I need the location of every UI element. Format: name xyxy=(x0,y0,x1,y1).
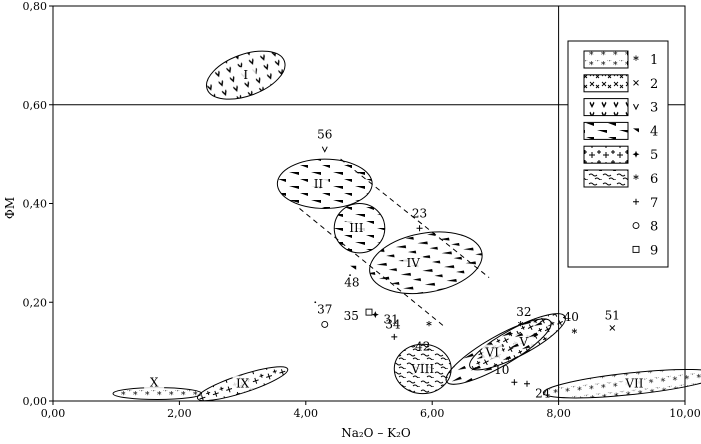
field-label: III xyxy=(349,221,363,235)
legend: * 1 2 3 4 5 * 6 7 8 9 xyxy=(567,40,669,268)
data-point xyxy=(365,308,373,316)
point-label: 31 xyxy=(383,313,398,327)
point-label: 24 xyxy=(535,387,551,401)
legend-swatch xyxy=(583,169,629,188)
field-label: I xyxy=(243,68,248,82)
data-point xyxy=(350,265,357,270)
point-label: 32 xyxy=(516,305,531,319)
field-label-bg xyxy=(412,360,433,375)
point-label: 42 xyxy=(415,340,430,354)
point-label: 10 xyxy=(494,363,509,377)
field-label: VII xyxy=(624,377,643,391)
field-label-bg xyxy=(624,375,645,390)
legend-label: 2 xyxy=(650,77,658,92)
field-VII xyxy=(542,368,701,399)
data-point xyxy=(391,333,398,340)
data-point xyxy=(349,274,351,276)
point-label: 40 xyxy=(564,310,579,324)
x-tick-label: 2,00 xyxy=(167,407,192,420)
point-label: 48 xyxy=(344,276,359,290)
y-tick-label: 0,00 xyxy=(23,395,48,408)
field-label-bg xyxy=(232,375,253,390)
field-label: IX xyxy=(236,377,250,391)
field-ellipses: IIIIIIIVVVIVIIVIIIIXX xyxy=(112,50,701,402)
legend-marker xyxy=(633,79,639,86)
field-label-bg xyxy=(308,175,329,190)
field-label-bg xyxy=(482,344,503,359)
legend-label: 9 xyxy=(650,243,658,258)
x-tick-label: 0,00 xyxy=(41,407,66,420)
point-label: 35 xyxy=(344,309,359,323)
legend-label: 6 xyxy=(650,172,658,187)
axis-labels: Na₂O – K₂O ФМ xyxy=(3,197,411,440)
field-label: VIII xyxy=(410,362,434,376)
y-tick-label: 0,80 xyxy=(23,0,48,13)
data-point xyxy=(609,325,616,331)
legend-marker xyxy=(632,245,640,253)
field-label: VI xyxy=(485,346,500,360)
data-point xyxy=(511,379,518,386)
x-tick-label: 4,00 xyxy=(294,407,319,420)
data-point xyxy=(321,321,329,328)
legend-swatch xyxy=(583,98,629,117)
field-label: II xyxy=(314,177,324,191)
legend-marker xyxy=(632,222,640,230)
field-label-bg xyxy=(235,67,256,82)
data-point xyxy=(371,311,379,319)
legend-label: 5 xyxy=(650,148,658,163)
data-point xyxy=(416,225,423,232)
legend-marker: * xyxy=(633,54,639,67)
point-label: 37 xyxy=(317,303,332,317)
x-tick-label: 6,00 xyxy=(420,407,445,420)
field-label: X xyxy=(150,376,159,390)
data-point: * xyxy=(426,319,432,332)
field-ellipse xyxy=(369,231,483,295)
point-label: 56 xyxy=(317,127,332,141)
data-point xyxy=(321,146,328,153)
x-tick-label: 10,00 xyxy=(669,407,701,420)
field-label-bg xyxy=(346,220,367,235)
field-label-bg xyxy=(403,254,424,269)
legend-marker xyxy=(633,128,639,133)
point-label: 34 xyxy=(385,317,401,331)
y-tick-label: 0,20 xyxy=(23,296,48,309)
y-tick-label: 0,40 xyxy=(23,198,48,211)
data-point: * xyxy=(572,326,578,339)
x-tick-label: 8,00 xyxy=(546,407,571,420)
legend-marker xyxy=(633,198,639,205)
legend-swatch xyxy=(583,145,629,164)
legend-swatch xyxy=(583,50,629,69)
legend-marker xyxy=(632,150,640,158)
legend-marker: * xyxy=(633,173,639,186)
point-label: 23 xyxy=(412,206,427,220)
point-label: 51 xyxy=(605,309,620,323)
legend-swatch xyxy=(583,74,629,93)
legend-label: 1 xyxy=(650,53,658,68)
field-ellipse xyxy=(542,368,701,399)
legend-label: 8 xyxy=(650,220,658,235)
data-point xyxy=(524,380,530,387)
legend-label: 4 xyxy=(650,124,658,139)
y-axis-label: ФМ xyxy=(3,197,17,219)
legend-swatch xyxy=(583,121,629,140)
field-label-bg xyxy=(144,374,165,389)
legend-marker xyxy=(633,103,639,111)
legend-label: 7 xyxy=(650,196,658,211)
x-axis-label: Na₂O – K₂O xyxy=(341,426,411,440)
legend-label: 3 xyxy=(650,101,658,116)
axis-ticks: 0,00 2,00 4,00 6,00 8,00 10,00 0,00 0,20 0,40 0,6… xyxy=(23,0,701,420)
y-tick-label: 0,60 xyxy=(23,99,48,112)
data-point xyxy=(314,301,317,304)
data-point: * xyxy=(518,319,524,332)
field-label: IV xyxy=(407,256,421,270)
field-IV xyxy=(369,231,483,295)
